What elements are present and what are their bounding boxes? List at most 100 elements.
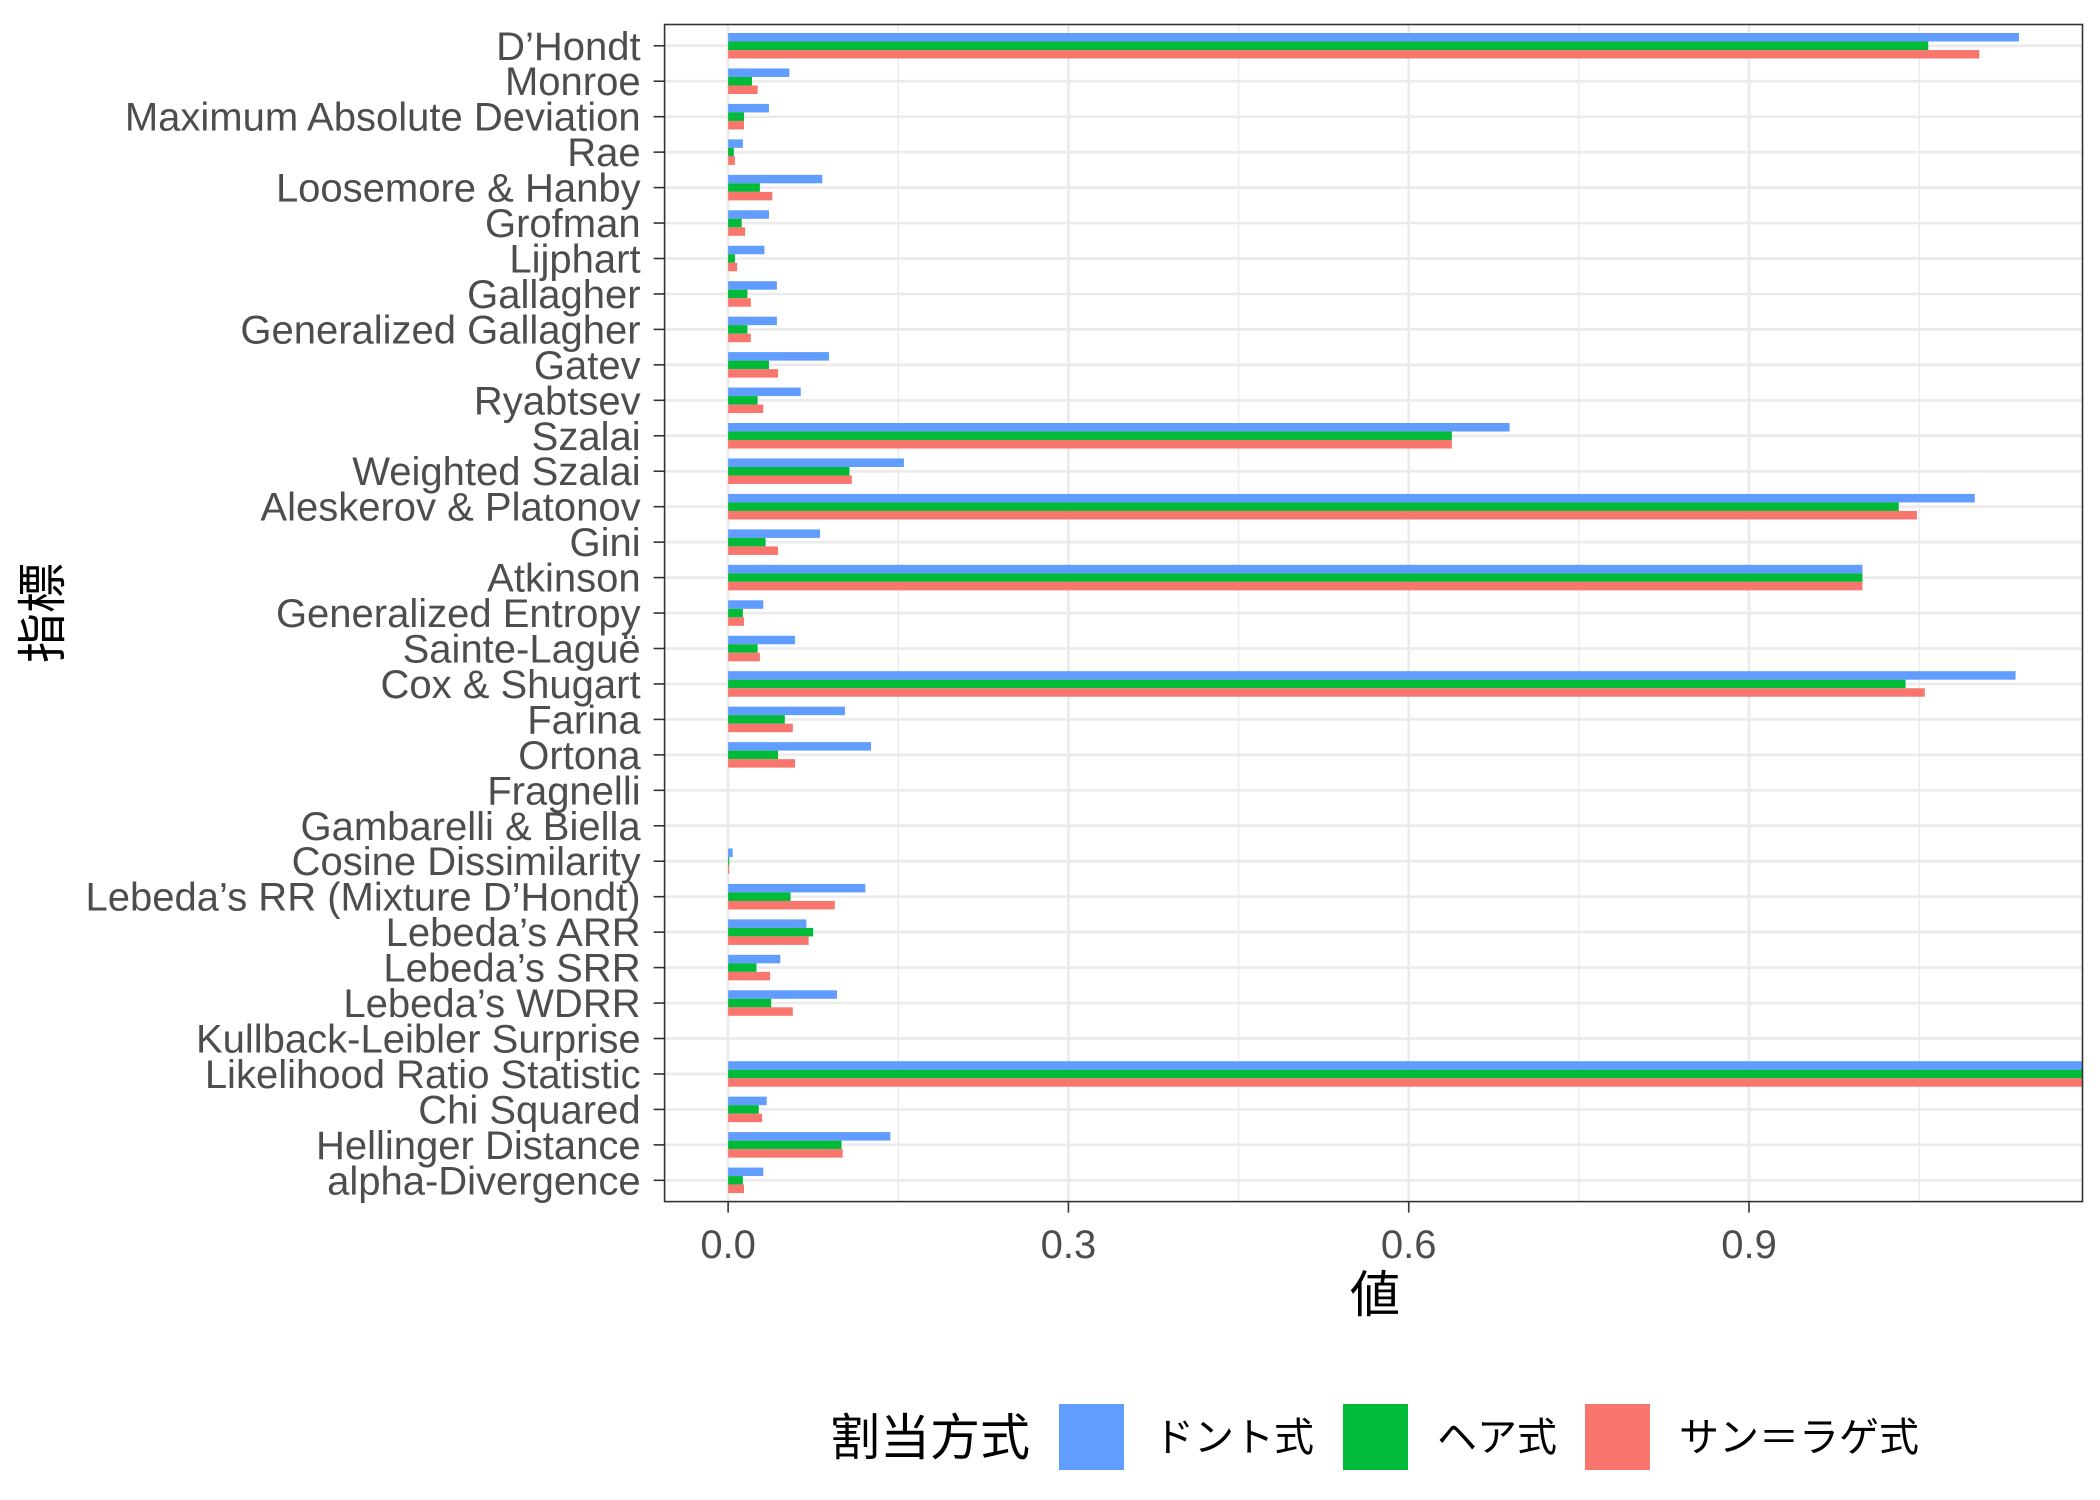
series-2-bar-21 <box>728 750 779 760</box>
series-3-bar-18 <box>728 652 760 662</box>
series-2-bar-1 <box>728 41 1929 51</box>
series-2-bar-18 <box>728 644 758 653</box>
series-3-bar-30 <box>728 1078 2083 1087</box>
series-2-bar-31 <box>728 1105 759 1114</box>
series-2-bar-8 <box>728 289 748 299</box>
series-1-bar-1 <box>728 33 2019 42</box>
series-3-bar-11 <box>728 404 764 414</box>
series-1-bar-18 <box>728 635 796 645</box>
series-1-bar-14 <box>728 493 1975 503</box>
series-1-bar-11 <box>728 387 801 397</box>
series-3-bar-33 <box>728 1184 745 1194</box>
y-tick-label: Fragnelli <box>487 769 640 813</box>
series-3-bar-13 <box>728 475 852 484</box>
legend-label-hare: ヘア式 <box>1437 1416 1557 1460</box>
x-axis-title: 値 <box>1350 1267 1400 1323</box>
series-3-bar-16 <box>728 581 1863 591</box>
series-1-bar-4 <box>728 139 743 148</box>
series-1-bar-6 <box>728 210 769 219</box>
y-tick-label: Szalai <box>532 415 641 459</box>
y-tick-label: Sainte-Laguë <box>403 628 641 672</box>
series-3-bar-6 <box>728 227 746 236</box>
y-tick-label: Aleskerov & Platonov <box>260 486 640 530</box>
series-2-bar-27 <box>728 963 757 972</box>
series-2-bar-24 <box>728 856 730 866</box>
bars <box>728 33 2083 1194</box>
series-1-bar-25 <box>728 883 866 893</box>
y-tick-label: Monroe <box>505 60 641 104</box>
series-2-bar-10 <box>728 360 769 370</box>
series-1-bar-12 <box>728 423 1510 432</box>
series-3-bar-21 <box>728 759 796 768</box>
series-3-bar-32 <box>728 1149 843 1158</box>
y-tick-label: Weighted Szalai <box>352 450 640 494</box>
series-1-bar-2 <box>728 68 790 77</box>
legend-key-dont <box>1059 1404 1124 1470</box>
series-1-bar-5 <box>728 174 823 184</box>
legend-title: 割当方式 <box>830 1410 1030 1466</box>
series-3-bar-10 <box>728 369 779 378</box>
series-1-bar-9 <box>728 316 777 326</box>
x-tick-label: 0.3 <box>1041 1223 1097 1267</box>
series-3-bar-17 <box>728 617 745 626</box>
series-3-bar-24 <box>728 865 730 874</box>
series-1-bar-10 <box>728 352 830 361</box>
y-tick-label: Cox & Shugart <box>380 663 640 707</box>
y-tick-label: Likelihood Ratio Statistic <box>205 1053 641 1097</box>
y-tick-label: Lijphart <box>509 238 640 282</box>
series-2-bar-30 <box>728 1069 2083 1079</box>
legend-label-sainte-lague: サン＝ラゲ式 <box>1679 1416 1919 1460</box>
x-tick-label: 0.9 <box>1721 1223 1777 1267</box>
series-2-bar-17 <box>728 608 743 618</box>
y-tick-label: Ryabtsev <box>474 379 641 423</box>
series-1-bar-15 <box>728 529 821 538</box>
legend-label-dont: ドント式 <box>1154 1416 1314 1460</box>
series-2-bar-33 <box>728 1176 743 1185</box>
series-3-bar-28 <box>728 1007 793 1016</box>
series-3-bar-27 <box>728 971 771 981</box>
y-tick-label: Atkinson <box>487 557 640 601</box>
series-1-bar-21 <box>728 742 872 751</box>
y-tick-label: Gallagher <box>467 273 640 317</box>
y-tick-label: Gambarelli & Biella <box>300 805 641 849</box>
series-1-bar-26 <box>728 919 807 928</box>
series-2-bar-9 <box>728 325 748 334</box>
y-tick-label: Generalized Gallagher <box>240 308 640 352</box>
y-tick-label: Farina <box>527 698 641 742</box>
series-3-bar-14 <box>728 510 1917 520</box>
series-1-bar-20 <box>728 706 845 716</box>
series-1-bar-32 <box>728 1132 891 1141</box>
series-2-bar-26 <box>728 927 814 937</box>
series-3-bar-2 <box>728 85 758 94</box>
series-1-bar-19 <box>728 671 2016 680</box>
y-tick-label: D’Hondt <box>496 25 641 69</box>
series-2-bar-5 <box>728 183 760 192</box>
series-2-bar-2 <box>728 76 752 86</box>
series-2-bar-3 <box>728 112 745 121</box>
series-3-bar-12 <box>728 440 1452 449</box>
series-1-bar-30 <box>728 1061 2083 1070</box>
series-3-bar-19 <box>728 688 1925 697</box>
series-2-bar-11 <box>728 396 758 405</box>
series-1-bar-27 <box>728 954 781 964</box>
x-tick-label: 0.0 <box>700 1223 756 1267</box>
series-1-bar-8 <box>728 281 777 290</box>
series-3-bar-15 <box>728 546 779 555</box>
y-tick-label: Maximum Absolute Deviation <box>125 96 641 140</box>
series-1-bar-7 <box>728 245 765 255</box>
series-3-bar-26 <box>728 936 809 945</box>
y-tick-label: Chi Squared <box>418 1088 640 1132</box>
legend-key-hare <box>1343 1404 1408 1470</box>
y-axis-title: 指標 <box>15 563 71 663</box>
y-tick-label: Lebeda’s SRR <box>383 947 640 991</box>
x-tick-label: 0.6 <box>1381 1223 1437 1267</box>
y-tick-label: Rae <box>567 131 640 175</box>
series-1-bar-3 <box>728 103 769 113</box>
series-2-bar-19 <box>728 679 1906 689</box>
y-tick-label: Loosemore & Hanby <box>276 167 641 211</box>
y-tick-label: Ortona <box>518 734 641 778</box>
series-1-bar-31 <box>728 1096 767 1106</box>
series-1-bar-13 <box>728 458 904 467</box>
